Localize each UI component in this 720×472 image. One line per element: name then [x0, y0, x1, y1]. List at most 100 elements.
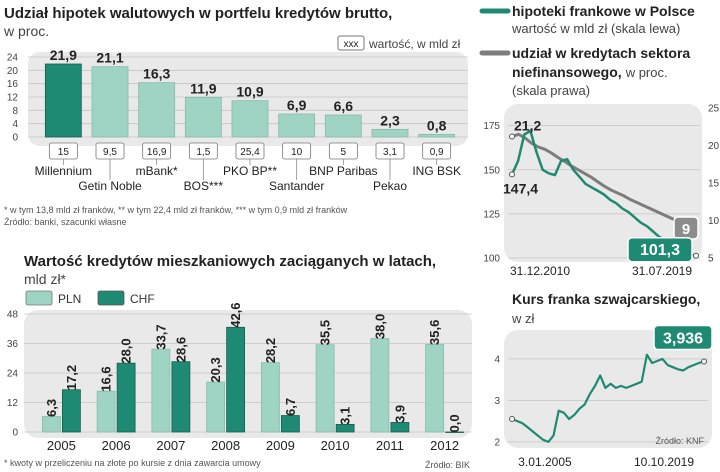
value-box-label: 9,5 [103, 147, 117, 158]
value-box-label: 25,4 [240, 147, 260, 158]
y-tick-label-right: 5 [708, 254, 714, 265]
mortgage-end-box [627, 236, 693, 263]
bar [231, 100, 269, 138]
bar [91, 66, 129, 138]
panel1-source: Źródło: banki, szacunki własne [4, 217, 127, 227]
bar [418, 133, 456, 138]
legend-share-title-b: niefinansowego, [512, 64, 622, 80]
y-tick-label: 2 [494, 437, 500, 448]
data-label: 6,7 [283, 398, 298, 416]
panel2-title: Wartość kredytów mieszkaniowych zaciągan… [24, 253, 436, 270]
y-tick-label-left: 175 [483, 121, 500, 132]
x-tick-label: 2010 [321, 438, 350, 453]
data-label: 16,6 [99, 366, 114, 391]
x-tick-label: Pekao [373, 179, 407, 193]
data-label: 3,1 [338, 407, 353, 425]
y-tick-label: 0 [12, 428, 18, 439]
x-tick-label: Getin Noble [78, 179, 142, 193]
legend-chf-label: CHF [130, 292, 155, 306]
data-label: 35,5 [318, 320, 333, 345]
rate-end-box [653, 324, 713, 351]
y-tick-label: 0 [12, 133, 18, 144]
panel1-subtitle: w proc. [3, 23, 49, 39]
x-tick-label: 2008 [211, 438, 240, 453]
panel3-background [504, 104, 702, 262]
mortgage-start-label: 147,4 [503, 180, 538, 196]
x-tick-label: BNP Paribas [309, 164, 377, 178]
x-tick-label: PKO BP** [223, 164, 277, 178]
y-tick-label: 24 [7, 53, 19, 64]
y-tick-label: 3 [494, 396, 500, 407]
bar [425, 344, 445, 433]
y-tick-label: 8 [12, 106, 18, 117]
data-label: 42,6 [228, 302, 243, 327]
x-tick-label: 2006 [102, 438, 131, 453]
legend-pln-swatch [25, 290, 53, 306]
x-tick-label: 2011 [376, 438, 404, 453]
share-end-label: 9 [682, 221, 690, 238]
panel1-footnote: * w tym 13,8 mld zł franków, ** w tym 22… [4, 205, 348, 215]
rate-end-marker [701, 358, 707, 365]
x-tick-label: 2005 [47, 438, 76, 453]
legend-pln-label: PLN [58, 292, 81, 306]
chf-rate-line [511, 353, 705, 443]
panel4-title: Kurs franka szwajcarskiego, [512, 291, 700, 307]
y-tick-label-right: 20 [708, 141, 720, 152]
data-label: 21,9 [50, 47, 77, 63]
bar [116, 362, 136, 433]
panel4-subtitle: w zł [511, 311, 535, 326]
chf-rate-chart: 2 3 4 3,936 3.01.2005 10.10.2019 [494, 324, 713, 469]
data-label: 16,3 [143, 66, 170, 82]
bar [41, 416, 61, 433]
legend-share-sub: (skala prawa) [512, 83, 590, 98]
data-label: 10,9 [236, 84, 263, 100]
data-label: 6,9 [287, 97, 307, 113]
legend-value-box-icon [337, 35, 365, 51]
bar [151, 348, 171, 433]
y-tick-label: 4 [12, 119, 18, 130]
bank-share-chart: 0 4 8 12 16 20 24 21,9 15 Millennium 21,1 9,5 Getin … [7, 47, 468, 193]
x-tick-label: mBank* [136, 164, 178, 178]
x-tick-label: Millennium [35, 164, 92, 178]
share-line [511, 132, 697, 230]
bar [44, 63, 82, 138]
bar [445, 431, 465, 433]
legend-value-box-label: xxx [344, 39, 359, 50]
legend-share-title-a: udział w kredytach sektora [512, 45, 690, 61]
y-tick-label-left: 100 [483, 254, 500, 265]
bar [260, 362, 280, 433]
rate-start-marker [509, 416, 515, 423]
bar [206, 381, 226, 433]
panel4-source: Źródło: KNF [655, 436, 704, 446]
x-tick-label: Santander [269, 179, 324, 193]
data-label: 28,2 [263, 338, 278, 363]
data-label: 28,6 [173, 337, 188, 362]
value-box-label: 0,9 [430, 147, 444, 158]
bar [370, 338, 390, 433]
x-tick-label: ING BSK [412, 164, 461, 178]
mortgage-start-marker [509, 171, 515, 178]
legend-share-title-c: w proc. [625, 65, 668, 80]
data-label: 0,8 [427, 117, 447, 133]
x-tick-label: 2009 [266, 438, 295, 453]
x-tick-label: 3.01.2005 [518, 455, 572, 469]
mortgage-end-label: 101,3 [640, 242, 680, 259]
share-start-marker [509, 133, 515, 140]
y-tick-label: 16 [7, 79, 19, 90]
y-tick-label: 12 [7, 93, 19, 104]
legend-value-text: wartość, w mld zł [368, 37, 461, 51]
value-box-label: 15 [58, 147, 70, 158]
mortgage-value-chart: 0 12 24 36 48 6,3 17,2 2005 16,6 28,0 2006 33,7 28,6… [7, 302, 472, 453]
data-label: 35,6 [427, 320, 442, 345]
bar [226, 326, 246, 433]
bar [390, 422, 410, 433]
y-tick-label: 24 [7, 369, 19, 380]
panel2-background [24, 310, 472, 438]
y-tick-label-right: 10 [708, 216, 720, 227]
data-label: 3,9 [392, 405, 407, 423]
bar [171, 361, 191, 433]
data-label: 33,7 [153, 324, 168, 349]
